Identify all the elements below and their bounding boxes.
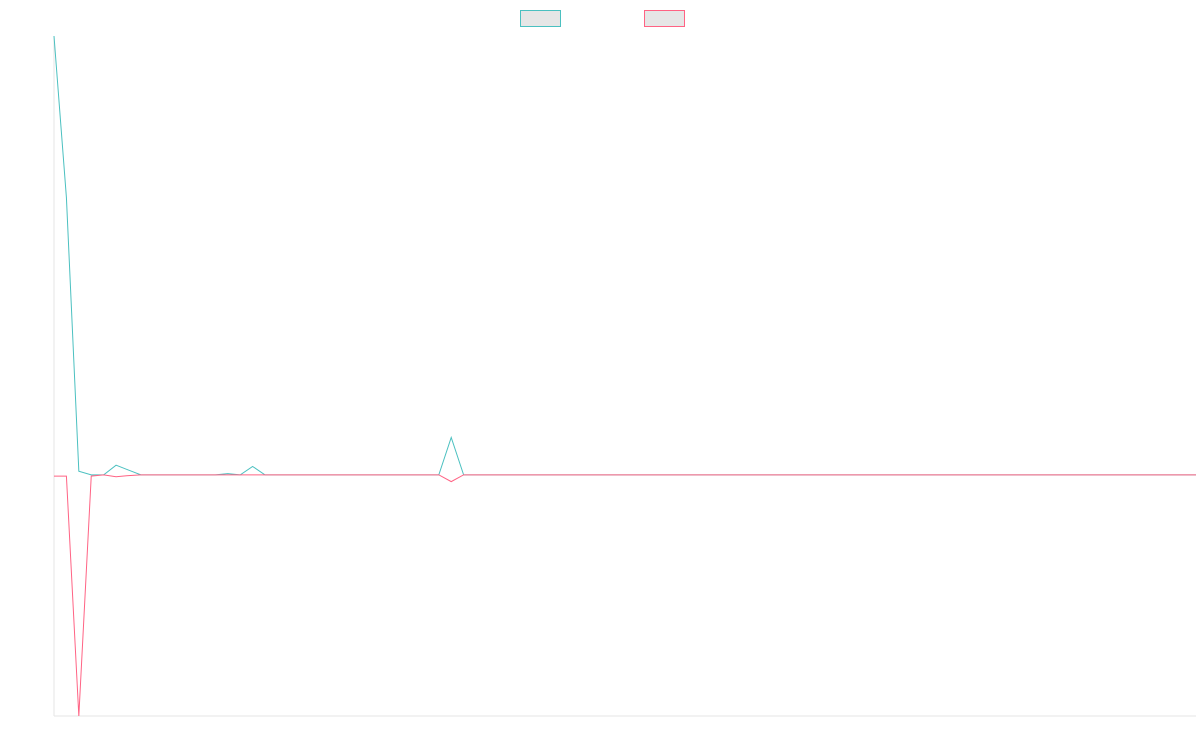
legend-swatch-1[interactable] [644, 10, 685, 27]
series-line-1 [54, 474, 1196, 717]
axes [53, 36, 1196, 717]
legend-swatch-0[interactable] [520, 10, 561, 27]
series-layer [53, 35, 1196, 717]
series-line-0 [53, 35, 1196, 476]
legend[interactable] [520, 10, 685, 27]
